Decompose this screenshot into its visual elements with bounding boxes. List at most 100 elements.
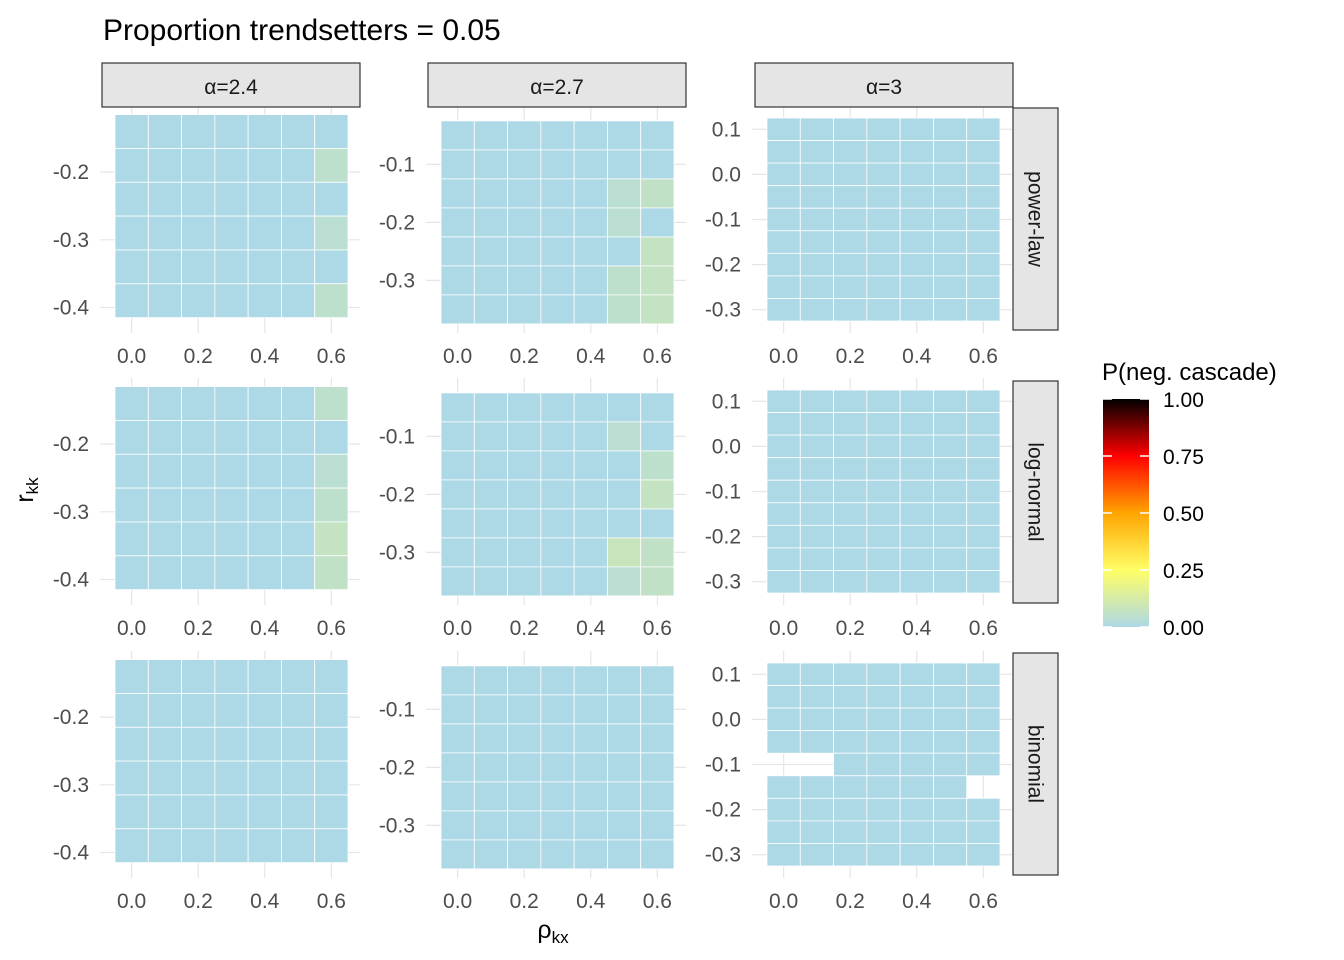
- heatmap-cell: [607, 421, 642, 452]
- heatmap-cell: [214, 114, 249, 149]
- heatmap-cell: [314, 693, 349, 728]
- heatmap-cell: [640, 781, 675, 812]
- facet-strips: α=2.4 α=2.7 α=3 power-law log-normal binomial: [101, 62, 1059, 876]
- heatmap-cell: [440, 236, 475, 267]
- heatmap-cell: [899, 434, 934, 459]
- heatmap-cell: [247, 215, 282, 251]
- heatmap-cell: [866, 685, 901, 709]
- axis-titles: ρkx rkk: [11, 477, 569, 947]
- heatmap-cell: [899, 502, 934, 526]
- y-tick-label: -0.2: [705, 526, 741, 549]
- heatmap-cell: [766, 479, 801, 504]
- heatmap-cell: [147, 420, 182, 455]
- chart-title: Proportion trendsetters = 0.05: [103, 14, 501, 47]
- heatmap-cell: [766, 775, 801, 799]
- heatmap-cell: [573, 392, 608, 423]
- heatmap-cell: [966, 117, 1001, 141]
- heatmap-cell: [933, 230, 968, 254]
- heatmap-cell: [507, 781, 542, 812]
- heatmap-cell: [607, 566, 642, 597]
- heatmap-cell: [933, 185, 968, 209]
- column-strip-label: α=2.7: [530, 76, 584, 99]
- heatmap-cell: [114, 420, 149, 455]
- heatmap-cell: [507, 392, 542, 423]
- heatmap-cell: [899, 547, 934, 571]
- heatmap-cell: [833, 843, 868, 867]
- heatmap-cell: [866, 140, 901, 164]
- heatmap-cell: [147, 181, 182, 217]
- heatmap-cell: [899, 117, 934, 141]
- x-tick-label: 0.4: [250, 345, 280, 368]
- heatmap-cell: [933, 662, 968, 686]
- heatmap-cell: [640, 665, 675, 696]
- heatmap-cell: [540, 450, 575, 481]
- heatmap-cell: [314, 386, 349, 421]
- panel-r2-c0: 0.0 0.2 0.4 0.6 -0.2 -0.3 -0.4: [53, 651, 360, 913]
- heatmap-cell: [766, 502, 801, 526]
- heatmap-cell: [507, 665, 542, 696]
- heatmap-cell: [181, 420, 216, 455]
- heatmap-cell: [640, 508, 675, 539]
- heatmap-cell: [966, 797, 1001, 822]
- heatmap-cell: [540, 421, 575, 452]
- heatmap-cell: [573, 178, 608, 209]
- heatmap-cell: [966, 479, 1001, 504]
- heatmap-cell: [181, 386, 216, 421]
- heatmap-cell: [899, 298, 934, 322]
- heatmap-cell: [314, 659, 349, 694]
- y-axis-title: rkk: [11, 477, 42, 503]
- heatmap-cell: [766, 843, 801, 867]
- heatmap-cell: [866, 775, 901, 799]
- heatmap-cell: [473, 839, 508, 870]
- heatmap-cell: [473, 149, 508, 180]
- heatmap-cell: [866, 547, 901, 571]
- heatmap-cell: [247, 114, 282, 149]
- heatmap-cell: [114, 693, 149, 728]
- heatmap-cell: [181, 760, 216, 796]
- heatmap-cell: [833, 252, 868, 277]
- heatmap-cell: [473, 392, 508, 423]
- heatmap-cell: [114, 386, 149, 421]
- heatmap-cell: [640, 810, 675, 841]
- heatmap-cell: [540, 392, 575, 423]
- heatmap-cell: [766, 434, 801, 459]
- heatmap-cell: [573, 839, 608, 870]
- heatmap-cell: [114, 181, 149, 217]
- y-tick-label: -0.3: [379, 269, 415, 292]
- legend-tick-label: 1.00: [1163, 389, 1204, 412]
- heatmap-cell: [607, 839, 642, 870]
- heatmap-cell: [799, 117, 834, 141]
- heatmap-cell: [607, 294, 642, 325]
- y-tick-label: -0.1: [705, 209, 741, 232]
- heatmap-cell: [440, 810, 475, 841]
- heatmap-cell: [440, 723, 475, 754]
- heatmap-cell: [766, 570, 801, 594]
- heatmap-cell: [314, 487, 349, 523]
- heatmap-cell: [147, 215, 182, 251]
- heatmap-cell: [899, 570, 934, 594]
- heatmap-cell: [933, 797, 968, 822]
- heatmap-cell: [181, 555, 216, 591]
- x-tick-label: 0.0: [443, 345, 472, 368]
- heatmap-cell: [799, 685, 834, 709]
- y-tick-label: -0.3: [379, 814, 415, 837]
- heatmap-cell: [181, 453, 216, 489]
- heatmap-cell: [440, 694, 475, 725]
- heatmap-cell: [640, 839, 675, 870]
- y-tick-label: -0.4: [53, 841, 90, 864]
- heatmap-cell: [114, 148, 149, 183]
- heatmap-cell: [933, 412, 968, 436]
- x-tick-label: 0.6: [643, 890, 672, 913]
- heatmap-cell: [473, 723, 508, 754]
- heatmap-cell: [473, 810, 508, 841]
- heatmap-cell: [607, 665, 642, 696]
- panel-r2-c2: 0.0 0.2 0.4 0.6 0.1 0.0 -0.1 -0.2 -0.3: [705, 651, 1012, 913]
- heatmap-cell: [833, 185, 868, 209]
- heatmap-cell: [866, 207, 901, 232]
- y-tick-label: -0.3: [53, 229, 89, 252]
- heatmap-cell: [966, 730, 1001, 754]
- heatmap-cell: [147, 521, 182, 557]
- facet-panels: 0.0 0.2 0.4 0.6 -0.2 -0.3 -0.4 0.0 0.2 0.4 0.6 -0.1…: [53, 106, 1012, 913]
- heatmap-cell: [214, 760, 249, 796]
- heatmap-cell: [114, 453, 149, 489]
